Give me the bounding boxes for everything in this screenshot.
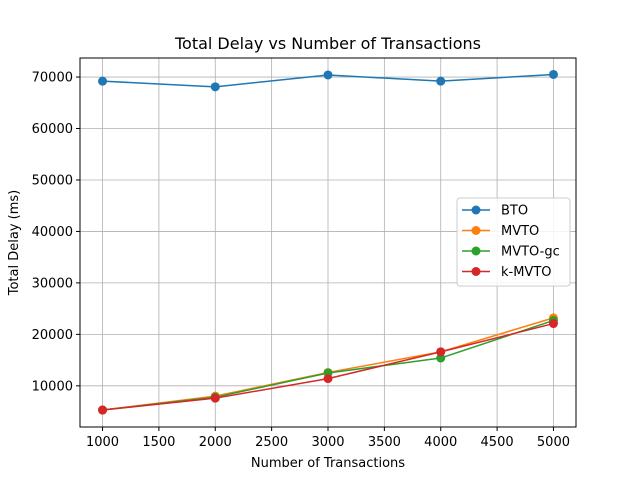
data-point-bto: [548, 69, 558, 79]
series-bto: [98, 69, 558, 92]
legend-label-mvto-gc: MVTO-gc: [501, 245, 560, 260]
axis-ticks: 1000 1500 2000 2500 3000 3500 4000 4500 5000 1000…: [32, 71, 570, 450]
legend-label-mvto: MVTO: [501, 224, 539, 239]
legend: BTO MVTO MVTO-gc k-MVTO: [456, 197, 571, 287]
y-axis-label: Total Delay (ms): [7, 190, 22, 297]
data-point-k-mvto: [98, 405, 108, 415]
legend-item-mvto-gc: MVTO-gc: [462, 245, 560, 260]
legend-label-k-mvto: k-MVTO: [501, 265, 552, 280]
legend-marker-k-mvto: [471, 267, 481, 276]
legend-marker-mvto-gc: [471, 246, 481, 256]
data-point-bto: [210, 82, 220, 92]
data-point-bto: [323, 70, 333, 80]
x-tick-label: 3500: [368, 435, 401, 450]
data-point-bto: [436, 76, 446, 86]
chart-title: Total Delay vs Number of Transactions: [174, 34, 481, 53]
legend-item-k-mvto: k-MVTO: [462, 265, 552, 280]
y-tick-label: 30000: [32, 276, 73, 291]
x-tick-label: 4500: [481, 435, 514, 450]
legend-marker-mvto: [471, 226, 481, 235]
data-point-k-mvto: [436, 347, 446, 357]
y-tick-label: 50000: [32, 173, 73, 188]
legend-box: [456, 197, 571, 287]
grid: [80, 58, 576, 427]
legend-label-bto: BTO: [501, 204, 528, 219]
y-tick-label: 40000: [32, 225, 73, 240]
series-k-mvto: [98, 319, 558, 415]
data-point-bto: [98, 76, 108, 86]
data-point-k-mvto: [323, 374, 333, 384]
legend-marker-bto: [471, 205, 481, 215]
legend-item-bto: BTO: [462, 204, 528, 219]
x-tick-label: 2000: [199, 435, 232, 450]
y-tick-label: 10000: [32, 379, 73, 394]
data-point-mvto-gc: [436, 353, 446, 363]
y-tick-label: 60000: [32, 122, 73, 137]
x-tick-label: 4000: [424, 435, 457, 450]
x-tick-label: 1000: [86, 435, 119, 450]
y-tick-label: 70000: [32, 71, 73, 86]
x-tick-label: 1500: [142, 435, 175, 450]
x-tick-label: 2500: [255, 435, 288, 450]
x-tick-label: 5000: [537, 435, 570, 450]
legend-item-mvto: MVTO: [462, 224, 539, 239]
data-point-k-mvto: [210, 393, 220, 403]
x-tick-label: 3000: [311, 435, 344, 450]
x-axis-label: Number of Transactions: [251, 456, 405, 471]
data-point-k-mvto: [548, 319, 558, 329]
y-tick-label: 20000: [32, 328, 73, 343]
series-group: [98, 69, 558, 415]
